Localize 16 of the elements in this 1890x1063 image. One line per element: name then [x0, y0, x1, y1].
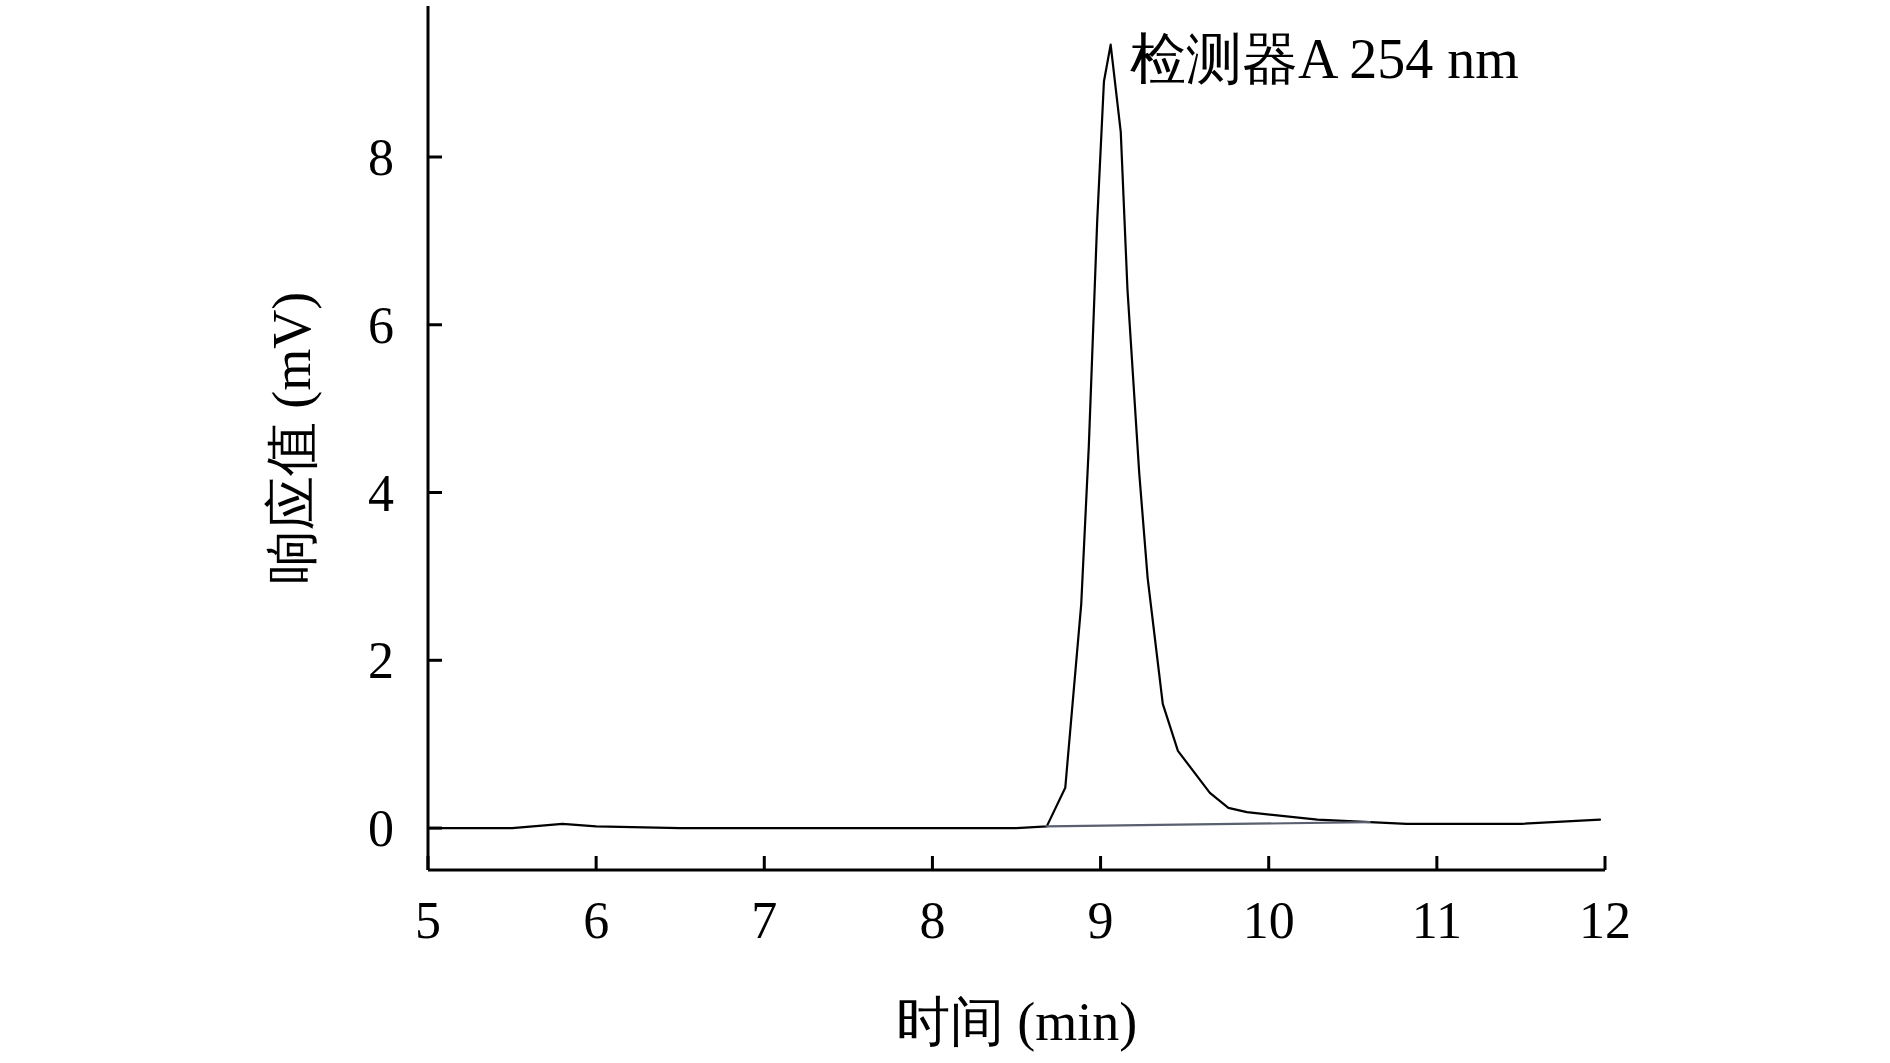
x-tick-label: 7: [751, 892, 778, 949]
x-tick-label: 11: [1411, 892, 1462, 949]
y-tick-label: 8: [368, 128, 394, 186]
y-tick-label: 4: [368, 464, 394, 522]
x-tick-label: 10: [1242, 892, 1295, 949]
x-tick-label: 9: [1087, 892, 1114, 949]
x-axis-title: 时间 (min): [895, 992, 1138, 1052]
y-axis-title: 响应值 (mV): [262, 291, 322, 585]
annotation: 检测器A 254 nm: [1130, 28, 1519, 90]
x-tick-label: 8: [919, 892, 946, 949]
y-tick-label: 0: [368, 800, 394, 858]
x-tick-label: 12: [1579, 892, 1631, 949]
y-tick-label: 2: [368, 632, 394, 690]
x-tick-label: 5: [415, 892, 441, 949]
y-tick-label: 6: [368, 296, 394, 354]
x-tick-label: 6: [583, 892, 610, 949]
